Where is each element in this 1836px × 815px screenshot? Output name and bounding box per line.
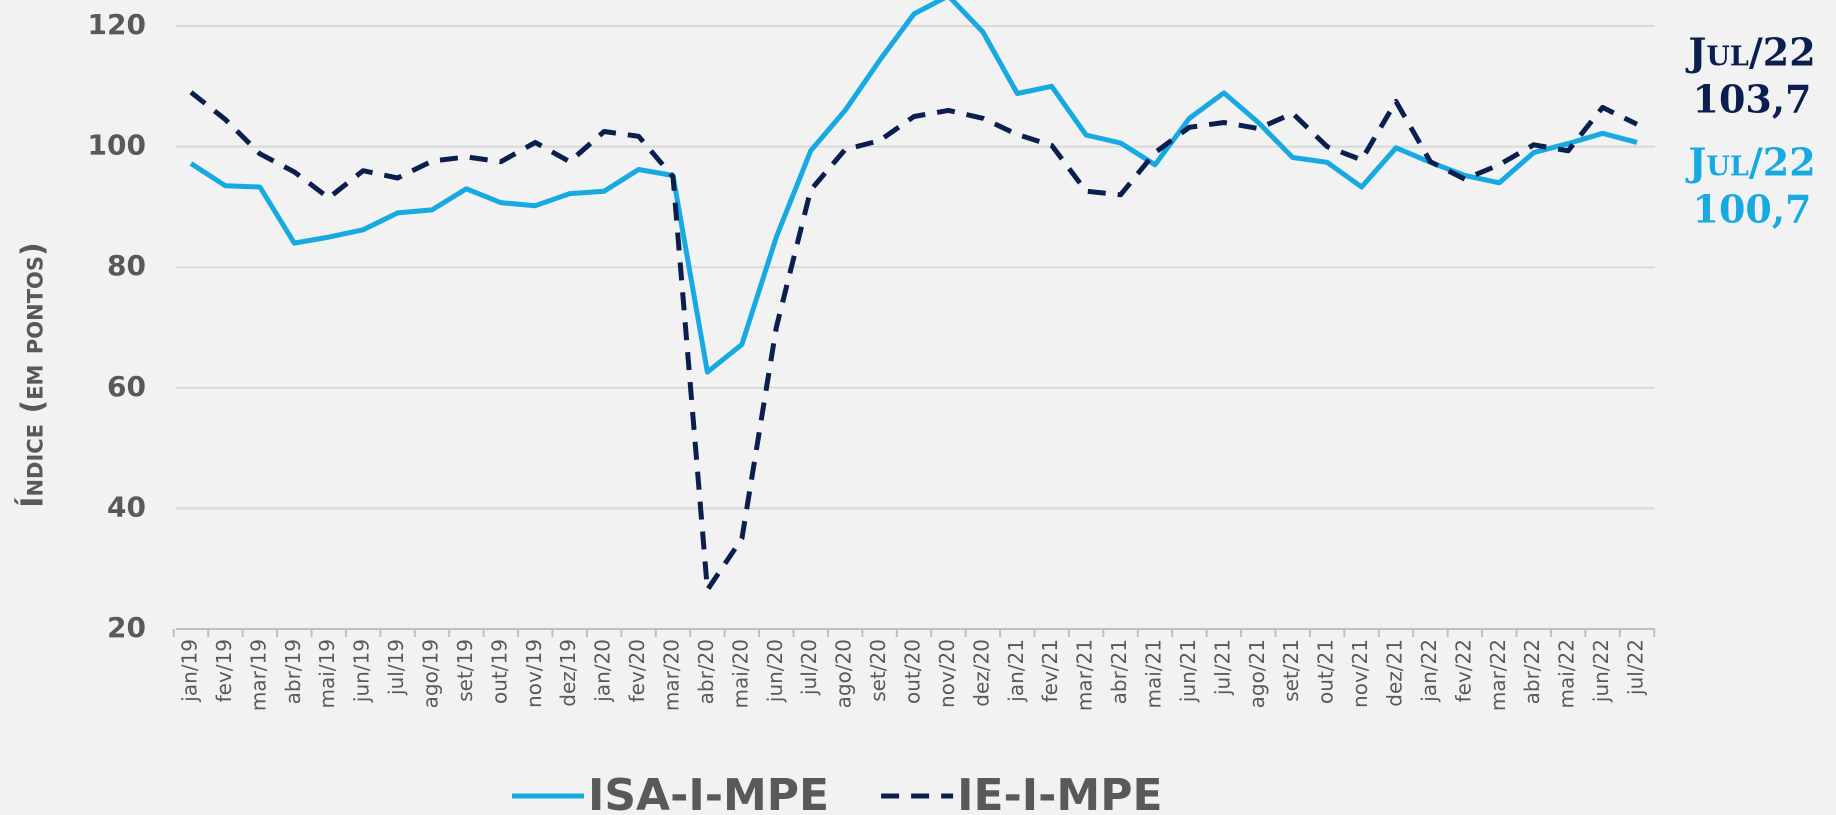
x-tick-label: set/20 <box>866 639 890 702</box>
x-tick-label: out/19 <box>487 639 511 704</box>
x-tick-label: jan/21 <box>1004 639 1028 703</box>
x-tick-label: abr/20 <box>694 639 718 704</box>
annotation-value: 103,7 <box>1693 77 1812 122</box>
x-tick-label: fev/19 <box>212 639 236 702</box>
x-tick-label: dez/21 <box>1383 639 1407 707</box>
y-tick-label: 100 <box>88 129 146 162</box>
line-series <box>189 90 1639 593</box>
x-tick-label: jun/20 <box>763 639 787 703</box>
x-tick-label: abr/22 <box>1520 639 1544 704</box>
legend-label: ISA-I-MPE <box>588 770 829 815</box>
x-tick-label: fev/20 <box>625 639 649 702</box>
x-tick-label: mai/21 <box>1142 639 1166 708</box>
x-tick-label: nov/20 <box>935 639 959 708</box>
x-tick-label: ago/20 <box>832 639 856 708</box>
x-tick-label: mar/21 <box>1073 639 1097 711</box>
x-tick-label: jan/19 <box>178 639 202 703</box>
annotation-value: 100,7 <box>1693 187 1812 232</box>
x-tick-label: jul/21 <box>1210 639 1234 696</box>
x-tick-label: mai/19 <box>315 639 339 708</box>
x-tick-label: out/20 <box>901 639 925 704</box>
x-tick-label: jul/19 <box>384 639 408 696</box>
x-tick-label: jun/22 <box>1589 639 1613 703</box>
x-tick-label: mar/22 <box>1486 639 1510 711</box>
x-tick-label: mar/19 <box>246 639 270 711</box>
legend-label: IE-I-MPE <box>957 770 1162 815</box>
x-tick-label: jan/22 <box>1417 639 1441 703</box>
y-tick-label: 20 <box>107 611 146 644</box>
x-tick-label: nov/21 <box>1348 639 1372 708</box>
y-tick-label: 120 <box>88 8 146 41</box>
x-tick-label: mai/22 <box>1555 639 1579 708</box>
x-tick-label: ago/21 <box>1245 639 1269 708</box>
x-tick-label: fev/21 <box>1038 639 1062 702</box>
x-tick-label: jun/21 <box>1176 639 1200 703</box>
x-tick-label: fev/22 <box>1451 639 1475 702</box>
annotation-title: Jul/22 <box>1685 140 1815 185</box>
x-tick-label: nov/19 <box>522 639 546 708</box>
x-tick-label: jul/22 <box>1624 639 1648 696</box>
x-tick-label: abr/21 <box>1107 639 1131 704</box>
y-axis-label: Índice (em pontos) <box>15 242 51 507</box>
x-tick-label: mai/20 <box>728 639 752 708</box>
y-tick-label: 40 <box>107 490 146 523</box>
x-tick-label: ago/19 <box>419 639 443 708</box>
line-series <box>189 0 1638 375</box>
x-tick-label: jul/20 <box>797 639 821 696</box>
y-tick-label: 80 <box>107 249 146 282</box>
annotation-title: Jul/22 <box>1685 30 1815 75</box>
x-tick-label: dez/20 <box>969 639 993 707</box>
x-tick-label: jun/19 <box>350 639 374 703</box>
x-tick-label: set/19 <box>453 639 477 702</box>
x-tick-label: mar/20 <box>660 639 684 711</box>
x-tick-label: jan/20 <box>591 639 615 703</box>
y-tick-label: 60 <box>107 370 146 403</box>
x-tick-label: abr/19 <box>281 639 305 704</box>
x-tick-label: out/21 <box>1314 639 1338 704</box>
x-tick-label: set/21 <box>1279 639 1303 702</box>
x-tick-label: dez/19 <box>556 639 580 707</box>
